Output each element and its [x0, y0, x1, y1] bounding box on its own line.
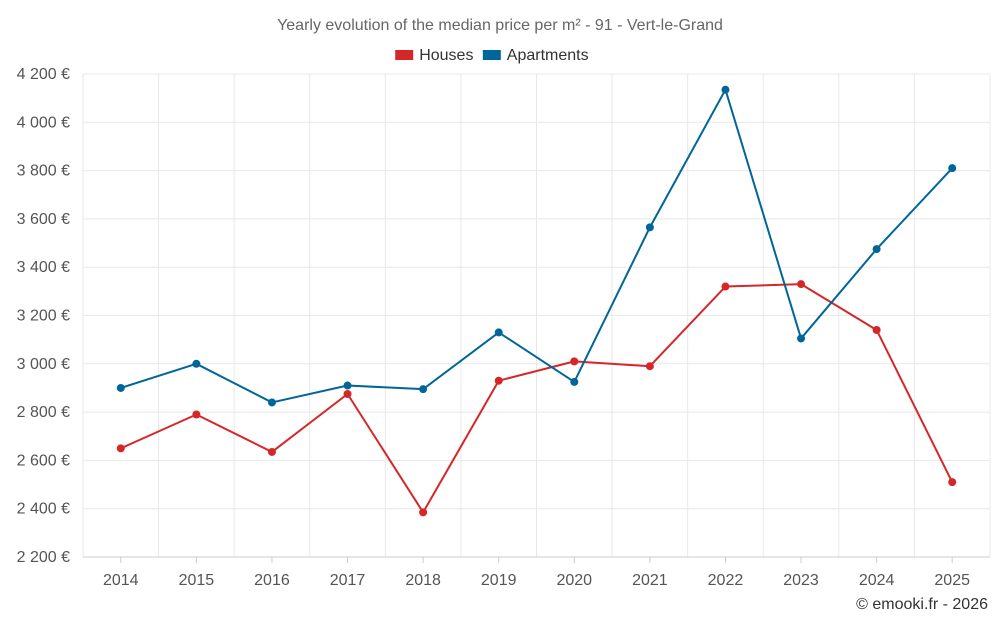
data-point-apartments[interactable] — [419, 385, 428, 394]
x-tick-label: 2017 — [330, 572, 366, 589]
x-tick-label: 2024 — [859, 572, 895, 589]
legend-item-apartments[interactable]: Apartments — [482, 47, 589, 64]
legend-item-houses[interactable]: Houses — [395, 47, 473, 64]
data-point-apartments[interactable] — [192, 359, 201, 368]
x-tick-label: 2025 — [934, 572, 970, 589]
legend-label: Apartments — [507, 47, 589, 64]
data-point-apartments[interactable] — [948, 164, 957, 173]
data-point-houses[interactable] — [645, 362, 654, 371]
data-point-houses[interactable] — [419, 508, 428, 517]
y-tick-label: 2 400 € — [17, 501, 70, 518]
data-point-houses[interactable] — [343, 389, 352, 398]
chart-title: Yearly evolution of the median price per… — [277, 17, 723, 34]
y-tick-label: 3 400 € — [17, 259, 70, 276]
data-point-apartments[interactable] — [570, 377, 579, 386]
data-point-apartments[interactable] — [797, 334, 806, 343]
y-tick-label: 2 600 € — [17, 452, 70, 469]
x-tick-label: 2022 — [708, 572, 744, 589]
data-point-apartments[interactable] — [494, 328, 503, 337]
legend: Houses Apartments — [395, 47, 589, 64]
data-point-houses[interactable] — [116, 444, 125, 453]
grid — [82, 73, 991, 558]
y-tick-label: 2 200 € — [17, 549, 70, 566]
data-point-apartments[interactable] — [721, 85, 730, 94]
legend-swatch — [395, 50, 414, 60]
data-point-houses[interactable] — [570, 357, 579, 366]
y-tick-label: 3 800 € — [17, 163, 70, 180]
y-tick-label: 2 800 € — [17, 404, 70, 421]
y-tick-label: 3 200 € — [17, 308, 70, 325]
data-point-apartments[interactable] — [267, 398, 276, 407]
y-tick-label: 3 000 € — [17, 356, 70, 373]
series-layer — [116, 85, 957, 517]
data-point-houses[interactable] — [494, 376, 503, 385]
data-point-apartments[interactable] — [116, 383, 125, 392]
data-point-houses[interactable] — [267, 447, 276, 456]
legend-swatch — [482, 50, 501, 60]
data-point-apartments[interactable] — [343, 381, 352, 390]
x-axis: 2014 2015 2016 2017 2018 2019 2020 2021 2022 2023… — [83, 556, 990, 589]
data-point-houses[interactable] — [948, 478, 957, 487]
x-tick-label: 2021 — [632, 572, 668, 589]
legend-label: Houses — [419, 47, 473, 64]
x-tick-label: 2023 — [783, 572, 819, 589]
credit-text: © emooki.fr - 2026 — [856, 596, 988, 613]
data-point-houses[interactable] — [797, 280, 806, 289]
data-point-houses[interactable] — [872, 325, 881, 334]
data-point-apartments[interactable] — [872, 245, 881, 254]
x-tick-label: 2019 — [481, 572, 517, 589]
x-tick-label: 2016 — [254, 572, 290, 589]
data-point-houses[interactable] — [192, 410, 201, 419]
series-line-apartments — [120, 88, 953, 404]
y-tick-label: 4 200 € — [17, 66, 70, 83]
x-tick-label: 2018 — [405, 572, 441, 589]
x-tick-label: 2020 — [556, 572, 592, 589]
x-tick-label: 2015 — [179, 572, 215, 589]
x-tick-label: 2014 — [103, 572, 139, 589]
y-axis: 2 200 € 2 400 € 2 600 € 2 800 € 3 000 € 3 200… — [17, 66, 70, 566]
data-point-houses[interactable] — [721, 282, 730, 291]
y-tick-label: 4 000 € — [17, 114, 70, 131]
y-tick-label: 3 600 € — [17, 211, 70, 228]
series-line-houses — [120, 283, 954, 514]
data-point-apartments[interactable] — [645, 223, 654, 232]
